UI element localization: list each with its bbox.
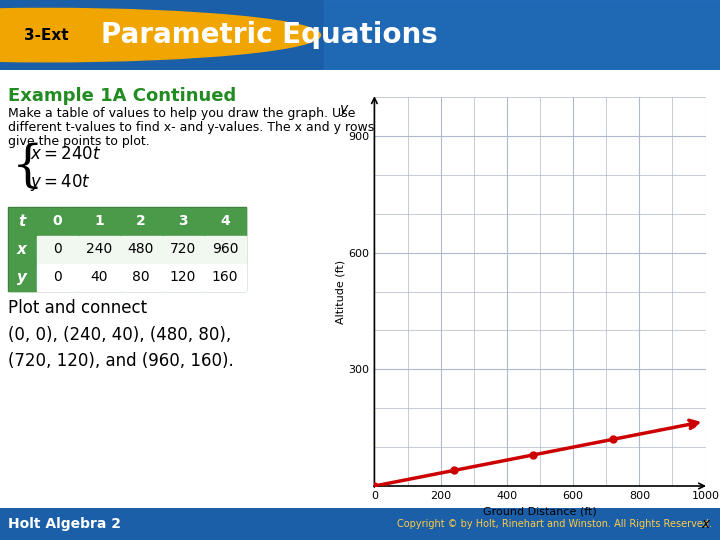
Text: Holt Algebra 2: Holt Algebra 2 — [8, 517, 121, 531]
Text: 480: 480 — [128, 242, 154, 256]
Bar — [120, 208, 161, 235]
Text: give the points to plot.: give the points to plot. — [8, 135, 150, 148]
Text: 3: 3 — [178, 214, 188, 228]
Point — [687, 420, 698, 428]
Text: Parametric Equations: Parametric Equations — [101, 21, 438, 49]
Text: y: y — [340, 102, 348, 116]
Text: Plot and connect
(0, 0), (240, 40), (480, 80),
(720, 120), and (960, 160).: Plot and connect (0, 0), (240, 40), (480… — [8, 299, 234, 370]
Text: Make a table of values to help you draw the graph. Use: Make a table of values to help you draw … — [8, 107, 356, 120]
Point — [528, 450, 539, 459]
Text: 0: 0 — [53, 271, 61, 285]
Bar — [9, 264, 35, 291]
Text: 720: 720 — [170, 242, 196, 256]
Text: 960: 960 — [212, 242, 238, 256]
Bar — [163, 236, 204, 263]
Text: Example 1A Continued: Example 1A Continued — [8, 87, 236, 105]
Text: $y = 40t$: $y = 40t$ — [30, 172, 91, 193]
Bar — [204, 236, 246, 263]
Bar — [9, 236, 35, 263]
Bar — [120, 264, 161, 291]
Text: 80: 80 — [132, 271, 150, 285]
Text: $x = 240t$: $x = 240t$ — [30, 145, 102, 163]
Text: 240: 240 — [86, 242, 112, 256]
Point — [607, 435, 618, 444]
Text: different t-values to find x- and y-values. The x and y rows: different t-values to find x- and y-valu… — [8, 122, 374, 134]
Bar — [78, 264, 120, 291]
Text: 0: 0 — [53, 242, 61, 256]
Text: Copyright © by Holt, Rinehart and Winston. All Rights Reserved.: Copyright © by Holt, Rinehart and Winsto… — [397, 519, 712, 529]
Text: 4: 4 — [220, 214, 230, 228]
Text: x: x — [17, 242, 27, 257]
Bar — [37, 264, 78, 291]
Text: 3-Ext: 3-Ext — [24, 28, 69, 43]
Bar — [120, 236, 161, 263]
Bar — [324, 0, 720, 70]
Text: 1: 1 — [94, 214, 104, 228]
Bar — [204, 264, 246, 291]
Bar — [37, 236, 78, 263]
Text: 2: 2 — [136, 214, 146, 228]
X-axis label: Ground Distance (ft): Ground Distance (ft) — [483, 507, 597, 516]
Bar — [204, 208, 246, 235]
Circle shape — [0, 9, 320, 62]
Text: x: x — [701, 517, 710, 531]
Bar — [78, 236, 120, 263]
Bar — [37, 208, 78, 235]
Text: 120: 120 — [170, 271, 196, 285]
Text: 0: 0 — [52, 214, 62, 228]
Text: t: t — [19, 214, 26, 229]
Bar — [9, 208, 35, 235]
Y-axis label: Altitude (ft): Altitude (ft) — [336, 260, 346, 323]
Bar — [8, 207, 246, 292]
Point — [369, 482, 380, 490]
Bar — [163, 264, 204, 291]
Text: {: { — [12, 143, 44, 192]
Bar — [78, 208, 120, 235]
Text: y: y — [17, 270, 27, 285]
Text: 160: 160 — [212, 271, 238, 285]
Text: 40: 40 — [90, 271, 108, 285]
Bar — [163, 208, 204, 235]
Point — [448, 466, 459, 475]
